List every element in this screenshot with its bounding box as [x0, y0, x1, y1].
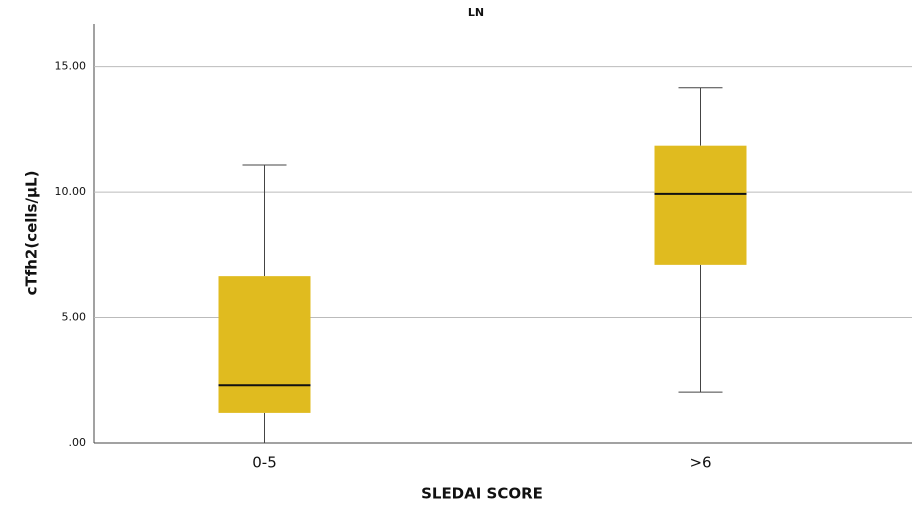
x-axis-label: SLEDAI SCORE [421, 485, 543, 503]
y-tick-label: 15.00 [55, 60, 87, 73]
y-tick-label: 5.00 [62, 311, 87, 324]
x-tick-label: 0-5 [252, 454, 277, 472]
y-tick-label: .00 [69, 436, 87, 449]
box [654, 145, 747, 265]
y-tick-label: 10.00 [55, 185, 87, 198]
y-axis-label: cTfh2(cells/μL) [23, 171, 41, 296]
box [218, 276, 311, 413]
chart-title: LN [468, 6, 484, 19]
x-tick-label: >6 [689, 454, 711, 472]
